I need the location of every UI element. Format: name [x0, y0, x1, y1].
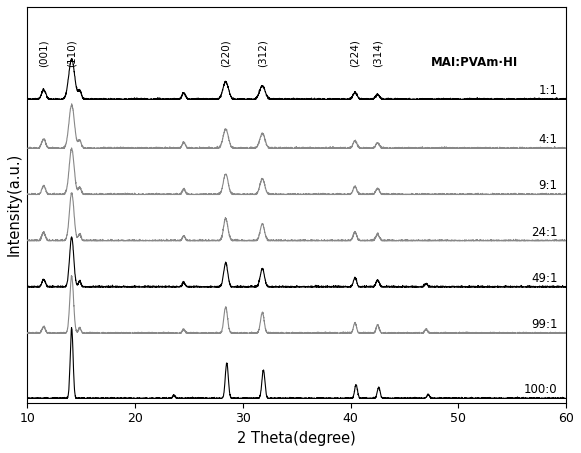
Text: (220): (220): [221, 39, 231, 67]
Text: 1:1: 1:1: [539, 84, 558, 97]
X-axis label: 2 Theta(degree): 2 Theta(degree): [238, 431, 356, 446]
Text: (314): (314): [372, 39, 383, 67]
Text: MAI:PVAm·HI: MAI:PVAm·HI: [431, 57, 518, 69]
Text: 100:0: 100:0: [524, 383, 558, 396]
Text: 4:1: 4:1: [539, 133, 558, 146]
Text: (312): (312): [257, 39, 267, 67]
Text: 9:1: 9:1: [539, 179, 558, 193]
Text: 49:1: 49:1: [531, 272, 558, 285]
Text: 99:1: 99:1: [531, 318, 558, 331]
Text: (224): (224): [350, 39, 360, 67]
Text: (001): (001): [39, 39, 49, 67]
Text: (110): (110): [67, 39, 77, 67]
Y-axis label: Intensity(a.u.): Intensity(a.u.): [7, 153, 22, 256]
Text: 24:1: 24:1: [531, 226, 558, 239]
